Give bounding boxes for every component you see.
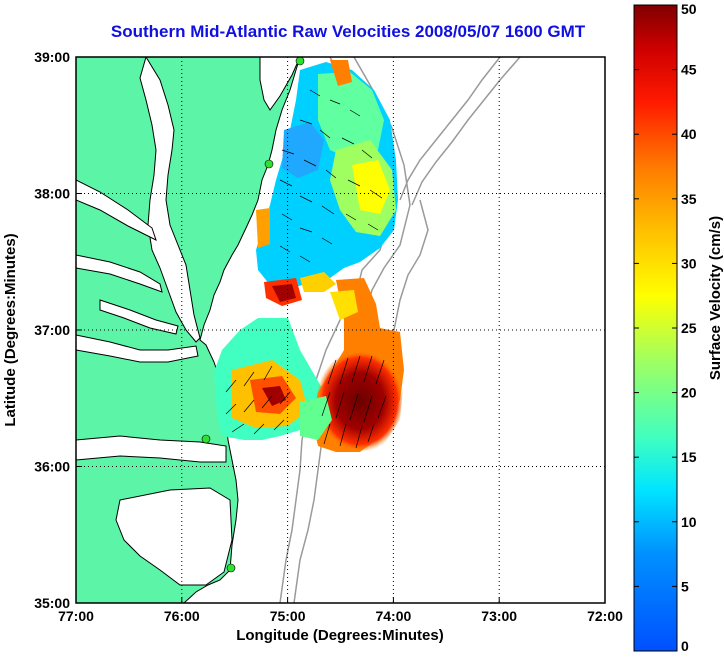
colorbar-tick-label: 45 xyxy=(681,62,697,78)
x-tick-label: 75:00 xyxy=(270,608,306,624)
colorbar-tick-label: 50 xyxy=(681,1,697,17)
x-axis-ticks: 77:00 76:00 75:00 74:00 73:00 72:00 xyxy=(58,597,623,624)
station-marker xyxy=(226,563,236,573)
albemarle-sound xyxy=(76,435,227,463)
colorbar-tick-label: 5 xyxy=(681,578,689,594)
x-axis-label: Longitude (Degrees:Minutes) xyxy=(236,627,444,644)
potomac-river xyxy=(76,179,157,241)
station-marker xyxy=(264,159,274,169)
chesapeake-bay xyxy=(139,57,201,343)
hf-radar-stations xyxy=(201,57,305,573)
colorbar-tick-label: 15 xyxy=(681,449,697,465)
y-tick-label: 39:00 xyxy=(34,49,70,65)
colorbar-tick-label: 25 xyxy=(681,320,697,336)
colorbar-tick-label: 30 xyxy=(681,255,697,271)
colorbar-tick-label: 35 xyxy=(681,191,697,207)
colorbar: 0 5 10 15 20 25 30 35 40 45 50 Surface Velocity (c… xyxy=(633,1,724,654)
y-tick-label: 35:00 xyxy=(34,595,70,611)
york-river xyxy=(99,299,179,335)
colorbar-ticks: 0 5 10 15 20 25 30 35 40 45 50 xyxy=(634,1,697,654)
y-tick-label: 36:00 xyxy=(34,459,70,475)
x-tick-label: 73:00 xyxy=(481,608,517,624)
colorbar-tick-label: 10 xyxy=(681,514,697,530)
velocity-arrows xyxy=(225,89,387,449)
rappahannock-river xyxy=(76,254,163,293)
colorbar-gradient xyxy=(633,4,678,652)
y-tick-label: 37:00 xyxy=(34,322,70,338)
x-tick-label: 72:00 xyxy=(587,608,623,624)
pamlico-sound xyxy=(115,487,233,586)
colorbar-tick-label: 0 xyxy=(681,638,689,654)
x-tick-label: 74:00 xyxy=(375,608,411,624)
colorbar-tick-label: 40 xyxy=(681,126,697,142)
velocity-field-north xyxy=(256,60,398,306)
velocity-field-south xyxy=(214,278,404,452)
x-tick-label: 77:00 xyxy=(58,608,94,624)
map-title: Southern Mid-Atlantic Raw Velocities 200… xyxy=(110,22,586,41)
station-marker xyxy=(201,434,211,444)
plot-area xyxy=(76,57,605,603)
station-marker xyxy=(295,57,305,66)
y-axis-ticks: 35:00 36:00 37:00 38:00 39:00 xyxy=(34,49,82,611)
colorbar-tick-label: 20 xyxy=(681,385,697,401)
x-tick-label: 76:00 xyxy=(164,608,200,624)
james-river xyxy=(76,334,199,363)
grid-lines xyxy=(76,57,605,603)
colorbar-label: Surface Velocity (cm/s) xyxy=(707,216,724,380)
y-axis-label: Latitude (Degrees:Minutes) xyxy=(2,233,19,426)
y-tick-label: 38:00 xyxy=(34,186,70,202)
